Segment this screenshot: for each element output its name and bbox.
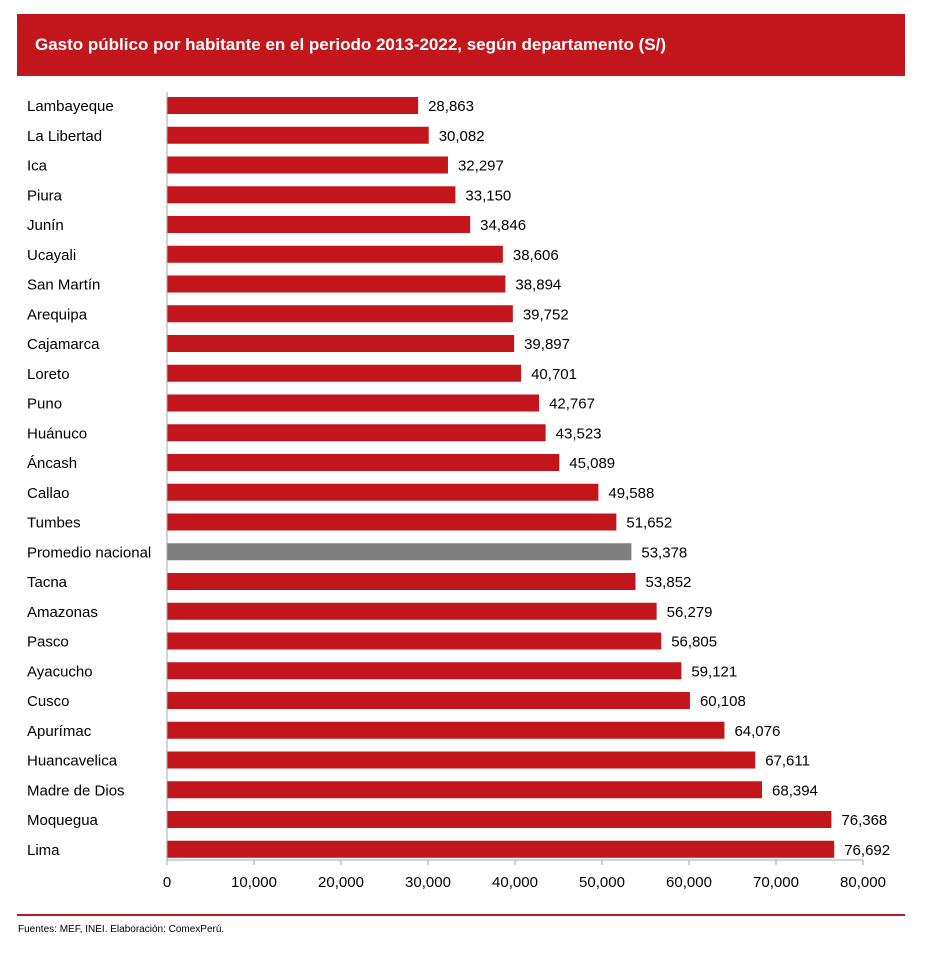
bar-piura — [167, 186, 456, 204]
value-label-pasco: 56,805 — [671, 634, 717, 651]
category-label-ucayali: Ucayali — [27, 247, 76, 264]
bar-chart: Lambayeque La Libertad Ica Piura Junín Ucayal… — [27, 92, 890, 891]
value-label-cajamarca: 39,897 — [524, 336, 570, 353]
value-label-tumbes: 51,652 — [626, 515, 672, 532]
value-label-junin: 34,846 — [480, 217, 526, 234]
value-label-ucayali: 38,606 — [513, 247, 559, 264]
bar-madre-de-dios — [167, 781, 763, 799]
category-label-la-libertad: La Libertad — [27, 128, 102, 145]
category-label-moquegua: Moquegua — [27, 812, 99, 829]
category-label-amazonas: Amazonas — [27, 604, 98, 621]
value-label-puno: 42,767 — [549, 396, 595, 413]
category-label-huanuco: Huánuco — [27, 425, 87, 442]
bar-ancash — [167, 454, 560, 471]
category-label-ica: Ica — [27, 158, 48, 175]
value-label-ica: 32,297 — [458, 158, 504, 175]
bar-junin — [167, 216, 471, 233]
value-label-apurimac: 64,076 — [734, 723, 780, 740]
category-label-ayacucho: Ayacucho — [27, 663, 93, 680]
bar-promedio-nacional — [167, 543, 632, 561]
category-label-tacna: Tacna — [27, 574, 68, 591]
value-labels: 28,863 30,082 32,297 33,150 34,846 38,606 38,8… — [428, 98, 890, 859]
bar-tumbes — [167, 513, 617, 531]
bar-san-martin — [167, 275, 506, 293]
category-labels: Lambayeque La Libertad Ica Piura Junín Ucayal… — [27, 98, 151, 859]
bar-la-libertad — [167, 126, 429, 144]
bar-huancavelica — [167, 751, 756, 769]
category-label-apurimac: Apurímac — [27, 723, 92, 740]
bar-huanuco — [167, 424, 546, 442]
category-label-lima: Lima — [27, 842, 60, 859]
bar-pasco — [167, 632, 662, 650]
category-label-piura: Piura — [27, 187, 63, 204]
x-tick-label-4: 40,000 — [492, 874, 538, 891]
value-label-amazonas: 56,279 — [667, 604, 713, 621]
bar-apurimac — [167, 721, 725, 739]
value-label-madre-de-dios: 68,394 — [772, 782, 818, 799]
bars-group — [167, 97, 835, 858]
x-tick-label-3: 30,000 — [405, 874, 451, 891]
category-label-pasco: Pasco — [27, 634, 69, 651]
value-label-huanuco: 43,523 — [556, 425, 602, 442]
category-label-puno: Puno — [27, 396, 62, 413]
value-label-moquegua: 76,368 — [841, 812, 887, 829]
value-label-arequipa: 39,752 — [523, 306, 569, 323]
bar-cusco — [167, 692, 690, 709]
category-label-cusco: Cusco — [27, 693, 70, 710]
value-label-san-martin: 38,894 — [515, 277, 561, 294]
category-label-tumbes: Tumbes — [27, 515, 81, 532]
x-tick-label-8: 80,000 — [840, 874, 886, 891]
bar-lima — [167, 840, 835, 858]
category-label-promedio-nacional: Promedio nacional — [27, 544, 151, 561]
value-label-ayacucho: 59,121 — [691, 663, 737, 680]
value-label-lima: 76,692 — [844, 842, 890, 859]
footer-divider — [17, 914, 905, 916]
value-label-cusco: 60,108 — [700, 693, 746, 710]
bar-ica — [167, 156, 448, 174]
category-label-callao: Callao — [27, 485, 70, 502]
x-tick-label-5: 50,000 — [579, 874, 625, 891]
x-axis: 0 10,000 20,000 30,000 40,000 50,000 60,000 70,… — [163, 92, 886, 891]
category-label-lambayeque: Lambayeque — [27, 98, 114, 115]
bar-callao — [167, 483, 599, 501]
bar-puno — [167, 394, 540, 412]
x-tick-label-6: 60,000 — [666, 874, 712, 891]
value-label-piura: 33,150 — [465, 187, 511, 204]
category-label-loreto: Loreto — [27, 366, 70, 383]
category-label-san-martin: San Martín — [27, 277, 100, 294]
value-label-lambayeque: 28,863 — [428, 98, 474, 115]
category-label-arequipa: Arequipa — [27, 306, 88, 323]
value-label-huancavelica: 67,611 — [765, 753, 810, 770]
value-label-callao: 49,588 — [608, 485, 654, 502]
bar-cajamarca — [167, 335, 515, 352]
bar-arequipa — [167, 305, 513, 323]
bar-ayacucho — [167, 662, 682, 680]
x-tick-label-1: 10,000 — [231, 874, 277, 891]
bar-loreto — [167, 364, 522, 382]
x-tick-label-7: 70,000 — [753, 874, 799, 891]
title-bar: Gasto público por habitante en el period… — [17, 14, 905, 76]
value-label-ancash: 45,089 — [569, 455, 615, 472]
category-label-ancash: Áncash — [27, 455, 77, 472]
bar-lambayeque — [167, 97, 419, 114]
category-label-junin: Junín — [27, 217, 64, 234]
chart-title: Gasto público por habitante en el period… — [35, 35, 667, 54]
value-label-tacna: 53,852 — [646, 574, 692, 591]
value-label-loreto: 40,701 — [531, 366, 577, 383]
value-label-promedio-nacional: 53,378 — [641, 544, 687, 561]
x-tick-label-0: 0 — [163, 874, 171, 891]
bar-amazonas — [167, 602, 657, 620]
bar-moquegua — [167, 811, 832, 828]
bar-tacna — [167, 573, 636, 590]
category-label-madre-de-dios: Madre de Dios — [27, 782, 125, 799]
source-note: Fuentes: MEF, INEI. Elaboración: ComexPe… — [18, 924, 225, 935]
x-tick-label-2: 20,000 — [318, 874, 364, 891]
bar-ucayali — [167, 245, 503, 263]
value-label-la-libertad: 30,082 — [439, 128, 485, 145]
category-label-huancavelica: Huancavelica — [27, 753, 118, 770]
category-label-cajamarca: Cajamarca — [27, 336, 100, 353]
